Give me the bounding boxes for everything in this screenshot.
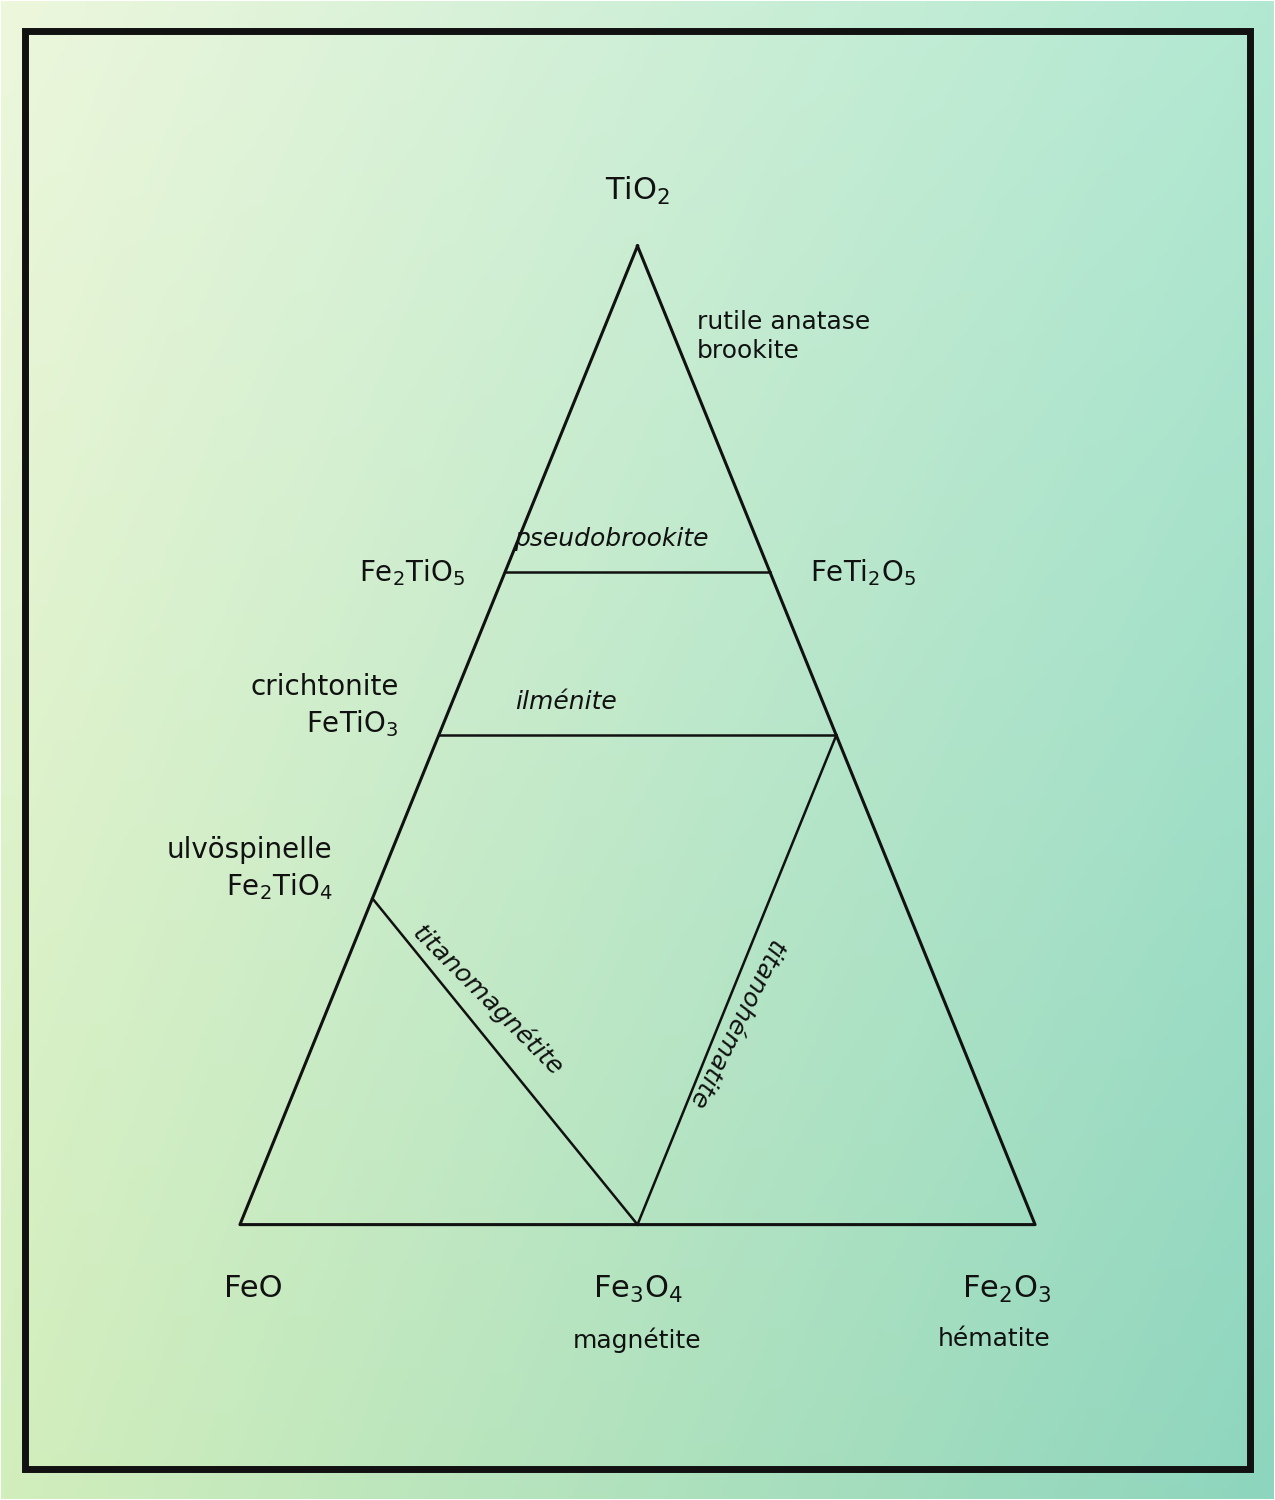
- Text: titanomagnétite: titanomagnétite: [407, 920, 567, 1080]
- Text: magnétite: magnétite: [574, 1328, 701, 1353]
- Text: rutile anatase
brookite: rutile anatase brookite: [697, 309, 871, 363]
- Text: pseudobrookite: pseudobrookite: [514, 526, 708, 550]
- Text: Fe$_3$O$_4$: Fe$_3$O$_4$: [593, 1274, 682, 1305]
- Text: ilménite: ilménite: [515, 690, 617, 714]
- Text: crichtonite
FeTiO$_3$: crichtonite FeTiO$_3$: [251, 674, 399, 740]
- Text: titanohématite: titanohématite: [683, 936, 788, 1113]
- Text: Fe$_2$O$_3$: Fe$_2$O$_3$: [961, 1274, 1051, 1305]
- Text: FeTi$_2$O$_5$: FeTi$_2$O$_5$: [810, 556, 915, 588]
- Text: ulvöspinelle
Fe$_2$TiO$_4$: ulvöspinelle Fe$_2$TiO$_4$: [167, 836, 333, 902]
- Text: FeO: FeO: [224, 1274, 283, 1302]
- Text: Fe$_2$TiO$_5$: Fe$_2$TiO$_5$: [360, 556, 465, 588]
- Text: hématite: hématite: [938, 1328, 1051, 1352]
- Text: TiO$_2$: TiO$_2$: [604, 176, 671, 207]
